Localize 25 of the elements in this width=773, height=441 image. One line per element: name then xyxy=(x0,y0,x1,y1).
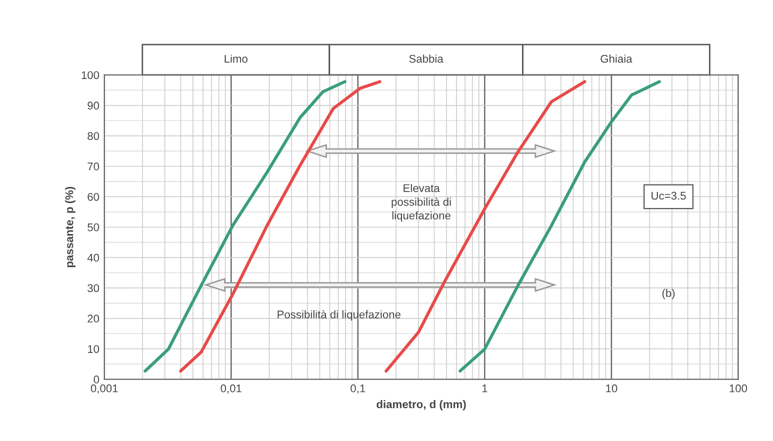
x-tick-label: 100 xyxy=(730,384,748,392)
text: Ghiaia xyxy=(600,54,632,63)
x-tick-label: 0,001 xyxy=(90,384,118,394)
text: Sabbia xyxy=(409,54,444,63)
y-tick-label: 100 xyxy=(82,71,100,80)
y-tick-label: 40 xyxy=(87,254,100,262)
annotation: (b) xyxy=(662,288,675,300)
y-tick-label: 20 xyxy=(88,314,100,323)
y-tick-label: 10 xyxy=(88,345,100,353)
y-tick-label: 60 xyxy=(88,192,100,201)
y-tick-label: 50 xyxy=(88,223,100,232)
x-tick-label: 1 xyxy=(482,384,488,392)
y-tick-label: 80 xyxy=(88,132,100,140)
x-tick-label: 0,01 xyxy=(220,384,242,394)
y-tick-label: 70 xyxy=(88,162,100,170)
x-tick-label: 0,1 xyxy=(350,384,366,394)
x-tick-label: 10 xyxy=(606,384,618,392)
annotation: Elevata possibilità di liquefazione xyxy=(392,184,451,222)
x-axis-title: diametro, d (mm) xyxy=(376,400,466,410)
y-tick-label: 90 xyxy=(88,102,100,110)
text: Limo xyxy=(224,54,248,63)
y-tick-label: 30 xyxy=(88,284,100,292)
y-axis-title: passante, p (%) xyxy=(65,186,76,268)
annotation: Uc=3.5 xyxy=(652,192,686,200)
y-tick-label: 0 xyxy=(94,376,100,384)
